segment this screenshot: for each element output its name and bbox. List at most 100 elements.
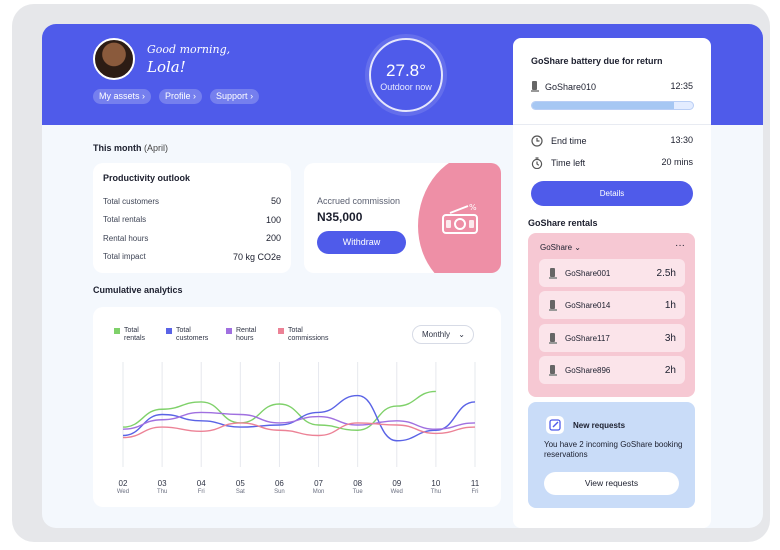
rental-hours: 2.5h	[656, 267, 676, 279]
productivity-title: Productivity outlook	[103, 173, 191, 183]
user-name: Lola!	[147, 58, 186, 76]
x-tick-sublabel: Mon	[313, 489, 325, 495]
series-line	[122, 390, 436, 431]
x-tick-label: 04	[197, 479, 206, 488]
greeting: Good morning, Lola!	[147, 43, 230, 76]
time-left-row: Time left 20 mins	[531, 157, 693, 169]
month-heading-month: (April)	[144, 143, 169, 153]
row-value: 50	[270, 196, 281, 207]
legend-swatch	[166, 328, 172, 334]
clock-icon	[531, 135, 543, 147]
battery-device-name: GoShare010	[545, 81, 597, 92]
end-time-row: End time 13:30	[531, 135, 693, 147]
x-tick-sublabel: Thu	[157, 489, 167, 495]
productivity-row: Rental hours 200	[103, 229, 281, 248]
commission-decoration	[418, 163, 501, 273]
row-label: Total rentals	[103, 215, 147, 225]
view-requests-button[interactable]: View requests	[544, 472, 679, 495]
battery-device-row: GoShare010 12:35	[531, 81, 693, 92]
rental-item[interactable]: GoShare117 3h	[539, 324, 685, 352]
support-label: Support	[216, 91, 248, 101]
support-link[interactable]: Support ›	[210, 89, 260, 104]
productivity-row: Total impact 70 kg CO2e	[103, 248, 281, 267]
rental-item[interactable]: GoShare896 2h	[539, 356, 685, 384]
rental-name: GoShare001	[565, 268, 611, 278]
month-heading: This month (April)	[93, 143, 168, 153]
divider	[513, 124, 711, 125]
rentals-dropdown[interactable]: GoShare ⌄	[540, 243, 581, 252]
requests-text: You have 2 incoming GoShare booking rese…	[544, 440, 683, 459]
x-tick-label: 08	[353, 479, 362, 488]
row-value: 100	[265, 214, 281, 225]
chart-legend: Total rentals Total customers Rental hou…	[114, 327, 338, 343]
rental-item[interactable]: GoShare001 2.5h	[539, 259, 685, 287]
rental-hours: 3h	[664, 332, 676, 344]
tablet-frame: Good morning, Lola! My assets › Profile …	[12, 4, 770, 542]
scooter-icon	[531, 81, 539, 92]
commission-card: Accrued commission N35,000 Withdraw %	[304, 163, 501, 273]
time-left-label: Time left	[551, 158, 586, 168]
right-panel: GoShare battery due for return GoShare01…	[513, 38, 711, 528]
details-button[interactable]: Details	[531, 181, 693, 206]
legend-label: Rental hours	[236, 327, 257, 342]
end-time-label: End time	[551, 136, 587, 146]
rental-item[interactable]: GoShare014 1h	[539, 291, 685, 319]
x-tick-sublabel: Wed	[117, 489, 129, 495]
row-label: Total customers	[103, 196, 160, 206]
rentals-dropdown-label: GoShare	[540, 243, 573, 252]
legend-item[interactable]: Total customers	[166, 327, 214, 343]
scooter-icon	[549, 364, 557, 376]
x-tick-label: 10	[431, 479, 440, 488]
timer-icon	[531, 157, 543, 169]
analytics-chart: 02Wed03Thu04Fri05Sat06Sun07Mon08Tue09Wed…	[117, 362, 480, 495]
series-line	[122, 411, 476, 430]
end-time-value: 13:30	[670, 135, 693, 145]
x-tick-sublabel: Thu	[431, 489, 441, 495]
rental-name: GoShare117	[565, 333, 610, 343]
commission-label: Accrued commission	[317, 196, 401, 206]
rental-name: GoShare014	[565, 300, 611, 310]
x-tick-sublabel: Fri	[198, 489, 205, 495]
rentals-panel: GoShare ⌄ ··· GoShare001 2.5h GoShare014…	[528, 233, 695, 397]
x-tick-label: 03	[158, 479, 167, 488]
battery-progress-fill	[532, 102, 674, 109]
legend-item[interactable]: Rental hours	[226, 327, 266, 343]
legend-item[interactable]: Total rentals	[114, 327, 154, 343]
rentals-title: GoShare rentals	[528, 218, 598, 228]
period-dropdown[interactable]: Monthly ⌄	[412, 325, 474, 344]
series-line	[122, 394, 476, 442]
my-assets-link[interactable]: My assets ›	[93, 89, 152, 104]
x-tick-label: 09	[392, 479, 401, 488]
dashboard-screen: Good morning, Lola! My assets › Profile …	[42, 24, 763, 528]
chevron-down-icon: ⌄	[574, 243, 581, 252]
battery-time: 12:35	[670, 81, 693, 91]
time-left-value: 20 mins	[661, 157, 693, 167]
battery-progress-bar	[531, 101, 694, 110]
money-icon: %	[442, 203, 478, 234]
profile-link[interactable]: Profile ›	[159, 89, 203, 104]
avatar[interactable]	[93, 38, 135, 80]
productivity-card: Productivity outlook Total customers 50 …	[93, 163, 291, 273]
rental-name: GoShare896	[565, 365, 611, 375]
x-tick-sublabel: Sat	[236, 489, 245, 495]
legend-label: Total rentals	[124, 327, 146, 342]
x-tick-label: 05	[236, 479, 245, 488]
header-links: My assets › Profile › Support ›	[93, 89, 260, 104]
x-tick-sublabel: Wed	[391, 489, 403, 495]
legend-swatch	[114, 328, 120, 334]
more-options-icon[interactable]: ···	[675, 240, 685, 251]
x-tick-sublabel: Sun	[274, 489, 285, 495]
requests-title: New requests	[573, 421, 626, 430]
x-tick-sublabel: Tue	[353, 489, 364, 495]
productivity-row: Total rentals 100	[103, 211, 281, 230]
x-tick-label: 02	[119, 479, 128, 488]
temperature-value: 27.8°	[386, 61, 426, 80]
withdraw-button[interactable]: Withdraw	[317, 231, 406, 254]
productivity-row: Total customers 50	[103, 192, 281, 211]
period-label: Monthly	[422, 330, 451, 339]
chevron-down-icon: ⌄	[458, 330, 465, 339]
legend-item[interactable]: Total commissions	[278, 327, 338, 343]
x-tick-label: 07	[314, 479, 323, 488]
x-tick-label: 06	[275, 479, 284, 488]
temperature-label: Outdoor now	[380, 82, 432, 92]
